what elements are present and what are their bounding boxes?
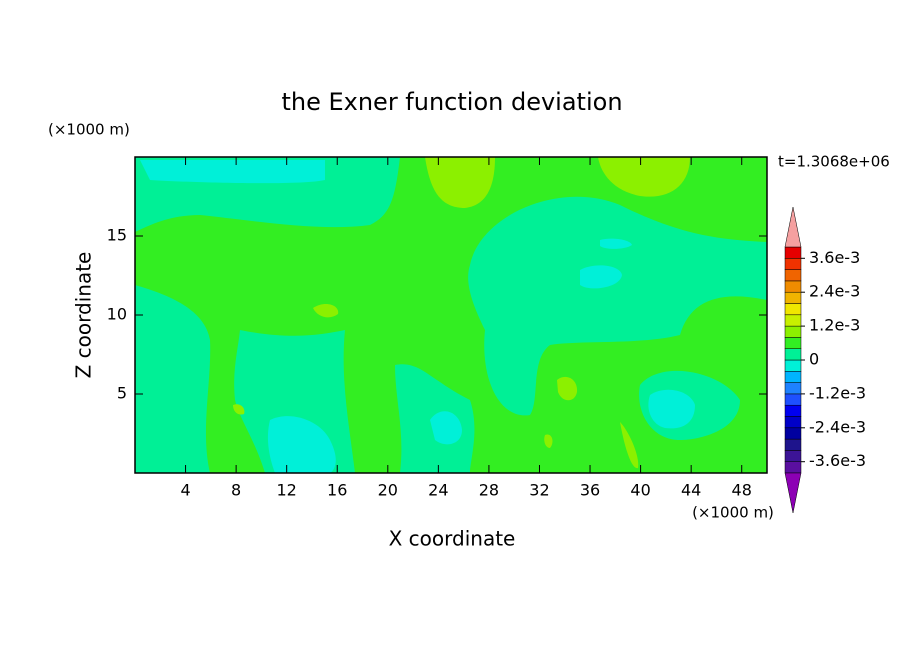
- x-tick-label: 24: [428, 481, 448, 500]
- colorbar-box: [784, 438, 802, 451]
- colorbar-label: 0: [809, 350, 819, 369]
- colorbar-box: [784, 371, 802, 383]
- x-tick-label: 32: [529, 481, 549, 500]
- colorbar-label: 3.6e-3: [809, 248, 860, 267]
- y-unit: (×1000 m): [48, 121, 130, 139]
- y-tick-label: 5: [117, 384, 127, 403]
- colorbar-box: [784, 291, 802, 304]
- chart-title: the Exner function deviation: [281, 88, 622, 116]
- colorbar-label: -3.6e-3: [809, 451, 866, 470]
- colorbar-label: -1.2e-3: [809, 383, 866, 402]
- colorbar-box: [784, 258, 802, 270]
- x-tick-label: 8: [231, 481, 241, 500]
- colorbar-box: [784, 269, 802, 282]
- x-tick-label: 48: [732, 481, 752, 500]
- x-unit: (×1000 m): [692, 504, 774, 522]
- colorbar-box: [784, 246, 802, 259]
- colorbar-box: [784, 416, 802, 429]
- x-tick-label: 36: [580, 481, 600, 500]
- contour-fill: [140, 160, 695, 473]
- y-tick-label: 10: [107, 305, 127, 324]
- colorbar-over: [784, 206, 802, 248]
- colorbar-box: [784, 404, 802, 417]
- colorbar-label: -2.4e-3: [809, 417, 866, 436]
- colorbar-box: [784, 393, 802, 406]
- x-tick-label: 20: [378, 481, 398, 500]
- x-axis-label: X coordinate: [389, 527, 516, 551]
- colorbar-label: 1.2e-3: [809, 316, 860, 335]
- colorbar-box: [784, 325, 802, 338]
- x-tick-label: 44: [681, 481, 701, 500]
- x-tick-label: 40: [630, 481, 650, 500]
- annotation: t=1.3068e+06: [778, 153, 890, 171]
- colorbar-box: [784, 382, 802, 395]
- colorbar-box: [784, 427, 802, 440]
- x-tick-label: 16: [327, 481, 347, 500]
- contour-field: [134, 156, 768, 474]
- y-axis-label: Z coordinate: [72, 252, 96, 379]
- colorbar-box: [784, 450, 802, 462]
- colorbar-box: [784, 280, 802, 293]
- colorbar-under: [784, 472, 802, 514]
- colorbar-box: [784, 303, 802, 316]
- colorbar-box: [784, 359, 802, 372]
- colorbar-box: [784, 337, 802, 349]
- x-tick-label: 4: [180, 481, 190, 500]
- x-tick-label: 28: [479, 481, 499, 500]
- y-tick-label: 15: [107, 226, 127, 245]
- colorbar-box: [784, 461, 802, 474]
- contour-fill: [135, 157, 767, 473]
- colorbar-box: [784, 348, 802, 361]
- contour-fill: [233, 157, 690, 469]
- colorbar-box: [784, 314, 802, 327]
- x-tick-label: 12: [277, 481, 297, 500]
- colorbar-label: 2.4e-3: [809, 282, 860, 301]
